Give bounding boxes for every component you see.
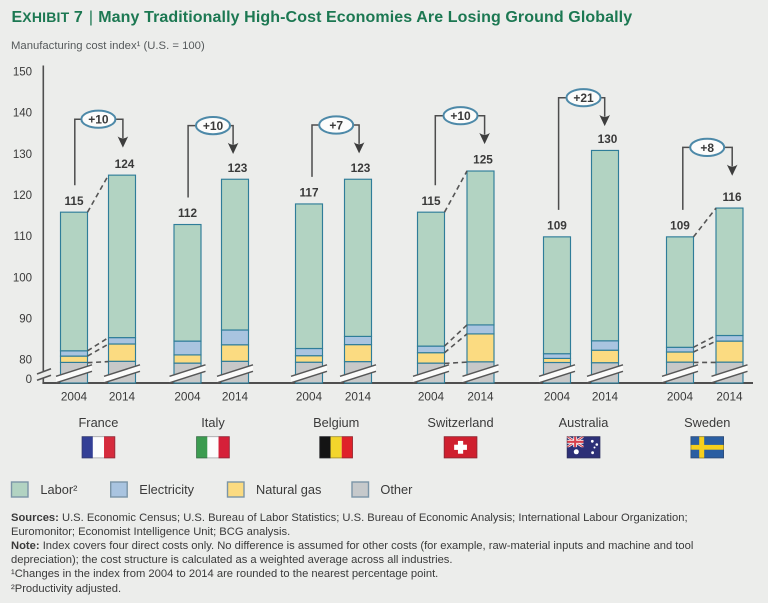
svg-text:2014: 2014 [592, 389, 619, 403]
svg-text:2004: 2004 [61, 389, 88, 403]
svg-text:2014: 2014 [716, 389, 743, 403]
svg-text:2004: 2004 [544, 389, 571, 403]
svg-text:Labor²: Labor² [40, 482, 78, 497]
svg-text:116: 116 [722, 190, 741, 204]
svg-text:124: 124 [115, 157, 135, 171]
svg-text:110: 110 [14, 231, 32, 243]
svg-text:2014: 2014 [109, 389, 136, 403]
svg-text:+10: +10 [450, 109, 471, 123]
svg-text:Natural gas: Natural gas [256, 482, 321, 497]
svg-text:+7: +7 [329, 118, 343, 132]
svg-text:Italy: Italy [201, 415, 225, 430]
svg-text:130: 130 [598, 132, 618, 146]
svg-text:130: 130 [13, 149, 32, 161]
svg-text:125: 125 [473, 153, 493, 167]
svg-text:80: 80 [19, 355, 32, 367]
svg-text:2004: 2004 [418, 389, 445, 403]
svg-text:Other: Other [380, 482, 413, 497]
svg-text:90: 90 [19, 313, 32, 325]
svg-text:2004: 2004 [296, 389, 323, 403]
svg-text:+10: +10 [203, 119, 224, 133]
svg-text:117: 117 [299, 186, 318, 200]
svg-text:+21: +21 [573, 91, 594, 105]
svg-text:123: 123 [228, 161, 248, 175]
svg-text:115: 115 [64, 194, 83, 208]
svg-text:France: France [78, 415, 118, 430]
svg-text:+8: +8 [700, 141, 714, 155]
svg-text:0: 0 [26, 374, 32, 386]
svg-text:123: 123 [351, 161, 371, 175]
svg-text:100: 100 [13, 272, 32, 284]
svg-text:140: 140 [13, 108, 32, 120]
svg-text:2004: 2004 [174, 389, 201, 403]
svg-text:112: 112 [178, 206, 197, 220]
svg-text:109: 109 [670, 219, 690, 233]
svg-text:Electricity: Electricity [139, 482, 194, 497]
svg-text:Australia: Australia [559, 415, 610, 430]
svg-text:2014: 2014 [222, 389, 249, 403]
svg-text:109: 109 [547, 219, 567, 233]
svg-text:Sweden: Sweden [684, 415, 730, 430]
svg-text:2014: 2014 [345, 389, 372, 403]
svg-text:Switzerland: Switzerland [427, 415, 493, 430]
svg-text:115: 115 [421, 194, 440, 208]
svg-text:2014: 2014 [467, 389, 494, 403]
svg-text:+10: +10 [88, 113, 109, 127]
svg-text:Belgium: Belgium [313, 415, 359, 430]
svg-text:150: 150 [13, 67, 32, 79]
svg-text:2004: 2004 [667, 389, 694, 403]
svg-text:120: 120 [13, 190, 32, 202]
